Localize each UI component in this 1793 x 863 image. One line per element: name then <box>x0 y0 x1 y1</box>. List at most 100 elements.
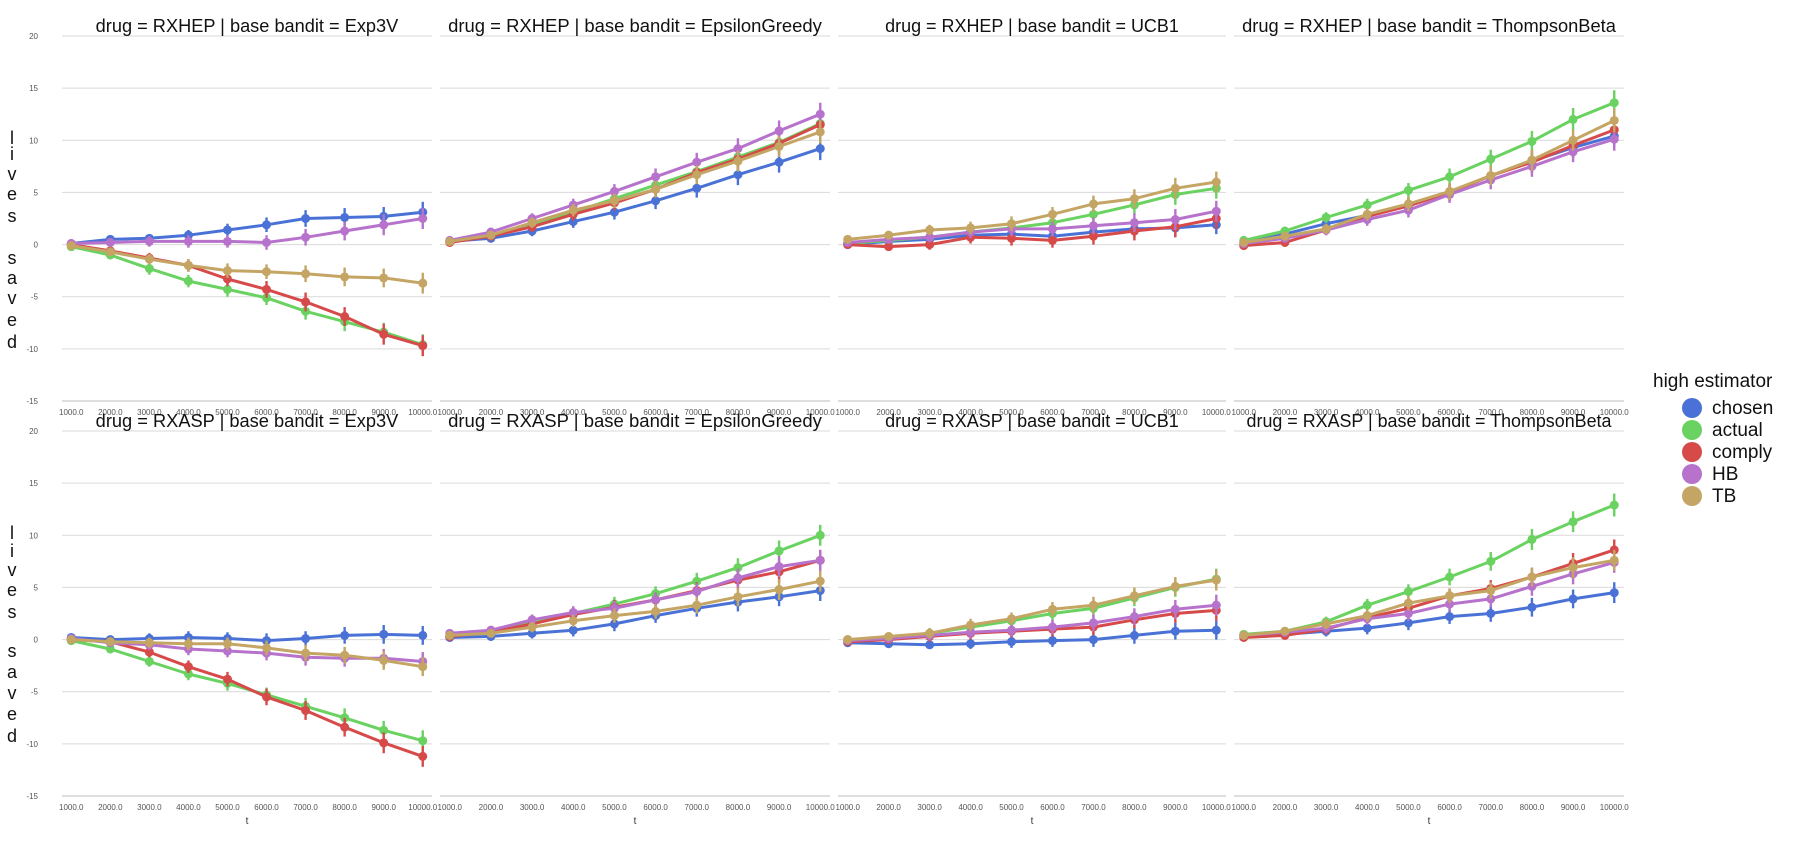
legend-label: HB <box>1712 464 1738 485</box>
series-HB <box>843 594 1221 646</box>
data-point <box>1403 609 1413 618</box>
series-line <box>1243 119 1615 244</box>
series-line <box>449 579 821 637</box>
data-point <box>1486 154 1496 164</box>
data-point <box>301 648 311 658</box>
data-point <box>418 214 428 223</box>
x-tick-label: 4000.0 <box>561 408 586 417</box>
data-point <box>843 635 853 645</box>
data-point <box>527 622 537 632</box>
legend-label: TB <box>1712 486 1736 507</box>
data-point <box>925 240 935 250</box>
x-tick-label: 10000.0 <box>1202 803 1231 812</box>
data-point <box>1527 155 1537 165</box>
legend-label: chosen <box>1712 398 1773 419</box>
data-point <box>966 639 976 649</box>
data-point <box>301 214 311 223</box>
x-tick-label: 7000.0 <box>685 803 710 812</box>
series-line <box>1243 558 1615 637</box>
series-line <box>1243 137 1615 245</box>
facet-panel: 1000.0 2000.0 3000.0 4000.0 5000.0 6000.0 7000… <box>835 411 1231 827</box>
series-TB <box>1239 549 1619 640</box>
x-tick-label: 1000.0 <box>1232 408 1257 417</box>
data-point <box>733 592 743 602</box>
data-point <box>1047 622 1057 632</box>
data-point <box>1321 224 1331 234</box>
x-tick-label: 10000.0 <box>806 803 835 812</box>
data-point <box>340 650 350 660</box>
data-point <box>1088 618 1098 628</box>
data-point <box>418 278 428 288</box>
data-point <box>1129 591 1139 601</box>
y-tick-label: -15 <box>26 397 38 406</box>
facet-panel: 1000.0 2000.0 3000.0 4000.0 5000.0 6000.0 7000… <box>438 411 836 827</box>
series-actual <box>445 112 825 246</box>
data-point <box>262 237 272 247</box>
series-TB <box>445 120 825 246</box>
x-tick-label: 5000.0 <box>1396 408 1421 417</box>
y-tick-label: 5 <box>34 188 39 197</box>
data-point <box>222 225 232 235</box>
data-point <box>774 585 784 595</box>
data-point <box>1088 635 1098 645</box>
data-point <box>379 220 389 230</box>
series-line <box>847 628 1217 647</box>
series-HB <box>445 102 825 245</box>
data-point <box>609 186 619 196</box>
y-axis-label-letter: i <box>10 144 14 164</box>
data-point <box>733 563 743 573</box>
data-point <box>1362 600 1372 610</box>
data-point <box>1007 233 1017 243</box>
series-actual <box>1239 90 1619 245</box>
data-point <box>1047 604 1057 614</box>
x-tick-label: 4000.0 <box>176 803 201 812</box>
data-point <box>966 223 976 233</box>
data-point <box>1527 136 1537 146</box>
data-point <box>1321 619 1331 629</box>
data-point <box>183 662 193 672</box>
y-tick-label: 15 <box>29 479 38 488</box>
data-point <box>1403 587 1413 597</box>
x-tick-label: 6000.0 <box>254 408 279 417</box>
y-axis-label-letter: e <box>7 184 17 204</box>
x-tick-label: 3000.0 <box>520 408 545 417</box>
data-point <box>733 144 743 154</box>
data-point <box>1362 611 1372 621</box>
data-point <box>144 638 154 648</box>
y-axis-label-letter: e <box>7 310 17 330</box>
data-point <box>568 217 578 227</box>
data-point <box>418 341 428 351</box>
x-tick-label: 5000.0 <box>999 803 1024 812</box>
x-tick-label: 1000.0 <box>835 803 860 812</box>
data-point <box>1170 215 1180 225</box>
data-point <box>105 247 115 257</box>
x-axis-label: t <box>1428 816 1431 827</box>
data-point <box>1211 600 1221 610</box>
data-point <box>340 226 350 236</box>
data-point <box>1239 630 1249 640</box>
data-point <box>1088 221 1098 231</box>
data-point <box>1445 186 1455 196</box>
series-TB <box>66 241 428 294</box>
data-point <box>486 628 496 638</box>
data-point <box>105 237 115 247</box>
panel-title: drug = RXASP | base bandit = Exp3V <box>96 411 399 431</box>
data-point <box>340 630 350 640</box>
x-tick-label: 6000.0 <box>643 803 668 812</box>
data-point <box>222 266 232 276</box>
data-point <box>1007 637 1017 647</box>
x-tick-label: 6000.0 <box>643 408 668 417</box>
series-line <box>847 209 1217 244</box>
facet-panel: 1000.0 2000.0 3000.0 4000.0 5000.0 6000.0 7000… <box>1232 16 1630 417</box>
data-point <box>966 627 976 637</box>
data-point <box>1211 206 1221 216</box>
data-point <box>418 662 428 672</box>
data-point <box>1047 209 1057 219</box>
series-line <box>449 147 821 243</box>
data-point <box>815 555 825 565</box>
y-tick-label: 20 <box>29 32 38 41</box>
data-point <box>1047 636 1057 646</box>
data-point <box>1211 575 1221 585</box>
data-point <box>379 655 389 665</box>
